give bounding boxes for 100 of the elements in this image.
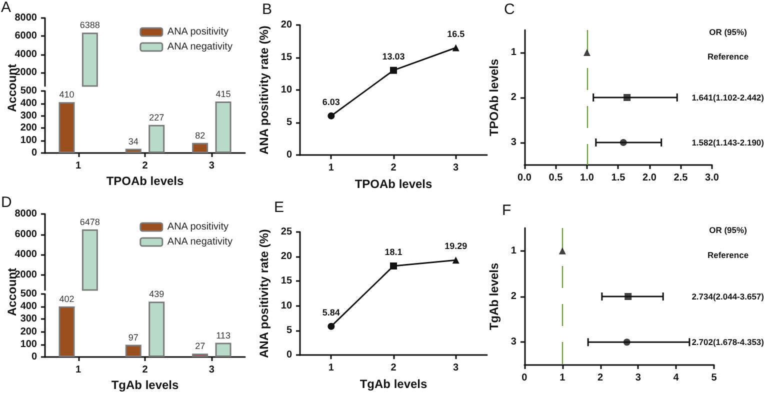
x-tick-label: 0.0 xyxy=(518,172,532,184)
y-tick-label: 6000 xyxy=(14,30,38,42)
annotation: Reference xyxy=(707,52,749,62)
point xyxy=(452,256,460,264)
y-tick-label: 400 xyxy=(20,98,38,109)
y-tick-label: 1 xyxy=(510,245,517,256)
y-tick-label: 3 xyxy=(510,137,517,148)
data-label: 27 xyxy=(195,341,206,352)
annotation: OR (95%) xyxy=(709,27,748,37)
x-tick-label: 0.5 xyxy=(548,172,564,184)
y-tick-label: 20 xyxy=(280,20,292,30)
annotation: Reference xyxy=(707,250,749,260)
y-tick-label: 25 xyxy=(280,226,292,238)
x-tick-label: 1 xyxy=(560,372,566,384)
y-tick-label: 100 xyxy=(20,338,38,350)
y-tick-label: 1 xyxy=(510,47,517,58)
y-tick-label: 0 xyxy=(31,352,38,362)
y-tick-label: 200 xyxy=(20,326,38,338)
legend-label: ANA positivity xyxy=(167,26,229,38)
x-tick-label: 3 xyxy=(453,162,460,174)
y-tick-label: 0 xyxy=(286,350,292,361)
data-label: 402 xyxy=(59,294,74,304)
annotation: 2.734(2.044-3.657) xyxy=(692,292,764,302)
bar xyxy=(58,102,75,153)
point xyxy=(452,44,460,52)
x-tick-label: 1 xyxy=(76,364,82,376)
x-tick-label: 2.0 xyxy=(642,172,657,184)
y-tick-label: 300 xyxy=(20,110,38,122)
legend-label: ANA positivity xyxy=(167,222,229,232)
point xyxy=(328,322,335,330)
y-tick-label: 4000 xyxy=(14,48,38,60)
y-tick-label: 5 xyxy=(286,117,292,128)
data-label: 227 xyxy=(149,112,164,122)
data-label: 18.1 xyxy=(384,246,402,257)
bar xyxy=(215,342,232,357)
x-tick-label: 2.5 xyxy=(674,172,688,184)
bar xyxy=(148,302,165,357)
y-tick-label: 20 xyxy=(280,251,292,262)
chart-title: F xyxy=(502,202,512,219)
y-axis-title: TPOAb levels xyxy=(487,58,501,136)
y-tick-label: 8000 xyxy=(14,208,38,220)
chart-title: D xyxy=(1,194,12,211)
data-label: 34 xyxy=(128,136,138,146)
y-tick-label: 2000 xyxy=(14,66,38,78)
y-axis-title: TgAb levels xyxy=(487,262,501,330)
y-axis-title: ANA positivity rate (%) xyxy=(257,26,271,155)
x-tick-label: 0 xyxy=(522,372,528,384)
y-tick-label: 8000 xyxy=(14,12,38,24)
annotation: OR (95%) xyxy=(709,225,748,235)
x-tick-label: 4 xyxy=(673,372,680,384)
y-tick-label: 400 xyxy=(20,301,38,312)
data-label: 410 xyxy=(59,90,74,100)
data-label: 439 xyxy=(149,289,164,300)
y-tick-label: 100 xyxy=(20,135,38,146)
y-tick-label: 15 xyxy=(280,52,292,64)
bar xyxy=(58,306,75,357)
x-tick-label: 3 xyxy=(635,372,642,384)
x-tick-label: 1 xyxy=(76,160,82,172)
chart-title: E xyxy=(274,199,284,216)
x-tick-label: 2 xyxy=(142,160,148,172)
x-tick-label: 1.5 xyxy=(611,172,626,184)
data-label: 6478 xyxy=(80,216,100,227)
x-axis-title: TgAb levels xyxy=(111,378,179,392)
annotation: 2.702(1.678-4.353) xyxy=(692,337,764,348)
y-tick-label: 500 xyxy=(20,86,38,96)
chart-title: C xyxy=(504,1,515,18)
x-tick-label: 2 xyxy=(142,364,148,376)
y-tick-label: 10 xyxy=(280,84,292,96)
bar xyxy=(125,344,142,357)
data-label: 6388 xyxy=(80,20,100,30)
chart-title: A xyxy=(1,0,12,16)
y-tick-label: 6000 xyxy=(14,228,38,240)
data-label: 113 xyxy=(216,330,230,340)
chart-title: B xyxy=(262,1,272,18)
data-label: 97 xyxy=(128,332,138,342)
point xyxy=(390,262,398,270)
bar xyxy=(192,142,208,153)
y-tick-label: 3 xyxy=(510,336,517,348)
data-label: 5.84 xyxy=(322,307,340,318)
y-tick-label: 5 xyxy=(286,324,292,336)
y-tick-label: 200 xyxy=(20,122,38,134)
x-tick-label: 3 xyxy=(208,364,215,376)
data-label: 6.03 xyxy=(322,96,340,107)
data-label: 13.03 xyxy=(382,51,405,62)
bar xyxy=(148,124,165,153)
y-axis-title: ANA positivity rate (%) xyxy=(257,229,271,358)
y-tick-label: 2 xyxy=(510,291,517,302)
legend-label: ANA negativity xyxy=(167,236,232,248)
y-tick-label: 300 xyxy=(20,314,38,325)
x-tick-label: 1.0 xyxy=(580,172,594,184)
x-tick-label: 3 xyxy=(453,362,460,374)
x-tick-label: 3.0 xyxy=(705,172,720,184)
annotation: 1.641(1.102-2.442) xyxy=(692,92,764,102)
y-tick-label: 0 xyxy=(286,150,292,161)
x-tick-label: 1 xyxy=(328,362,334,374)
data-label: 82 xyxy=(195,130,206,140)
point xyxy=(328,112,335,120)
x-tick-label: 1 xyxy=(328,162,334,174)
x-tick-label: 2 xyxy=(390,162,397,174)
y-tick-label: 2 xyxy=(510,92,517,103)
